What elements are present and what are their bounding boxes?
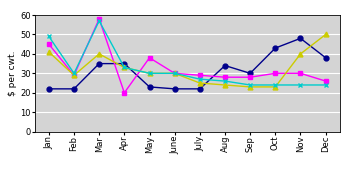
Line: 2002: 2002 [47,32,328,89]
2001 [248,76,252,78]
2000 [223,64,227,67]
Line: 2003: 2003 [47,18,328,87]
2000 [299,37,303,39]
2003 [273,84,278,86]
2001 [299,72,303,74]
2002 [72,74,76,76]
Line: 2001: 2001 [47,17,328,95]
2003 [323,84,328,86]
2001 [223,76,227,78]
2001 [173,72,177,74]
Line: 2000: 2000 [47,36,328,91]
2000 [323,57,328,59]
2000 [47,88,51,90]
2000 [173,88,177,90]
2003 [173,72,177,74]
2001 [147,57,152,59]
2002 [122,66,126,69]
2002 [299,53,303,55]
2000 [122,62,126,65]
2000 [198,88,202,90]
2002 [147,72,152,74]
2002 [248,86,252,88]
2000 [273,47,278,49]
2003 [223,80,227,82]
2002 [323,33,328,36]
2001 [323,80,328,82]
2000 [97,62,101,65]
2001 [122,92,126,94]
2002 [47,51,51,53]
2001 [198,74,202,76]
2003 [122,66,126,69]
2001 [72,74,76,76]
2003 [47,35,51,38]
2003 [248,84,252,86]
Y-axis label: $ per cwt.: $ per cwt. [8,51,18,96]
2002 [273,86,278,88]
2003 [72,72,76,74]
2002 [97,53,101,55]
2000 [72,88,76,90]
2002 [173,72,177,74]
2001 [273,72,278,74]
2000 [248,72,252,74]
2003 [299,84,303,86]
2003 [198,78,202,80]
2002 [198,82,202,84]
2002 [223,84,227,86]
2001 [47,43,51,45]
2000 [147,86,152,88]
2003 [97,20,101,22]
2003 [147,72,152,74]
2001 [97,18,101,20]
